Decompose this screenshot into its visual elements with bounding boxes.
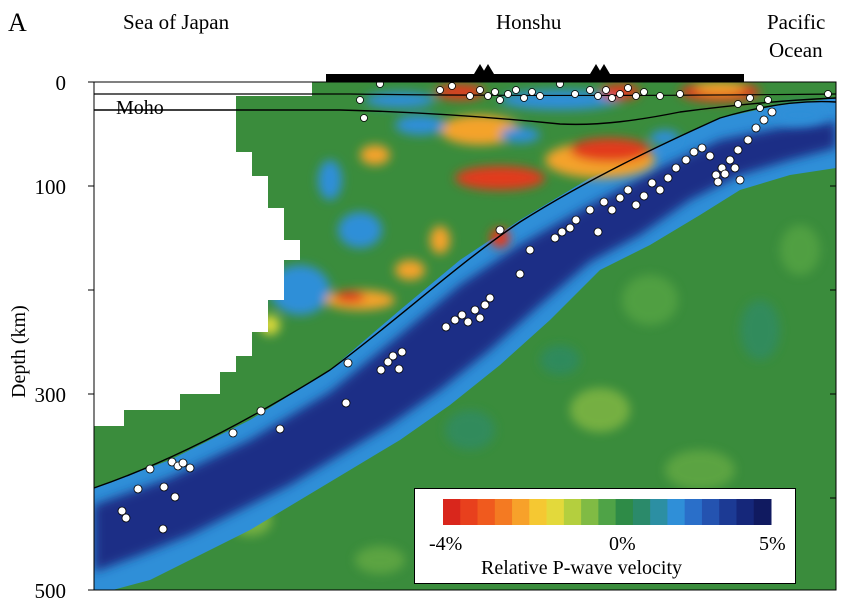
colorbar-swatch (494, 499, 513, 525)
colorbar-swatch (443, 499, 461, 525)
y-tick-0: 0 (55, 71, 67, 95)
mantle-wedge-anomalies (210, 82, 825, 335)
colorbar-max-label: 5% (759, 533, 786, 555)
colorbar-swatch (701, 499, 720, 525)
panel-label: A (8, 8, 27, 37)
earthquake-hypocenters (117, 82, 832, 534)
colorbar-swatch (477, 499, 496, 525)
colorbar-mid-label: 0% (609, 533, 636, 555)
colorbar-swatch (650, 499, 668, 525)
moho-label: Moho (116, 97, 164, 119)
y-tick-500: 500 (34, 579, 67, 603)
colorbar-swatch (736, 499, 755, 525)
volcano-icons (474, 64, 610, 74)
colorbar-swatch (719, 499, 737, 525)
region-label-sea-of-japan: Sea of Japan (123, 10, 230, 34)
volcano-icon (590, 64, 602, 74)
colorbar-title: Relative P-wave velocity (481, 557, 683, 579)
colorbar-swatch (512, 499, 530, 525)
slab-top-line (94, 100, 836, 489)
y-axis-label: Depth (km) (8, 305, 30, 398)
moho-line (94, 97, 836, 126)
colorbar-legend: -4% 0% 5% Relative P-wave velocity (414, 488, 796, 584)
colorbar-swatch (529, 499, 548, 525)
volcano-icon (482, 64, 494, 74)
colorbar-swatch (615, 499, 634, 525)
colorbar-swatch (563, 499, 582, 525)
region-label-honshu: Honshu (496, 10, 562, 34)
colorbar-gradient (443, 499, 772, 525)
colorbar-swatch (546, 499, 565, 525)
colorbar-swatch (632, 499, 651, 525)
slab-core (94, 122, 836, 572)
colorbar-swatch (684, 499, 703, 525)
volcano-icon (598, 64, 610, 74)
y-axis-ticks (88, 81, 836, 591)
colorbar-swatch (460, 499, 479, 525)
region-label-pacific: Pacific (767, 10, 826, 34)
colorbar-min-label: -4% (429, 533, 463, 555)
volcano-icon (474, 64, 486, 74)
region-label-ocean: Ocean (769, 38, 823, 62)
colorbar-swatch (598, 499, 617, 525)
no-data-white-area (94, 82, 312, 426)
colorbar-swatch (667, 499, 686, 525)
surface-line (94, 93, 836, 97)
y-tick-100: 100 (34, 175, 67, 199)
y-tick-300: 300 (34, 383, 67, 407)
colorbar-swatch (581, 499, 599, 525)
colorbar-swatch (753, 499, 772, 525)
texture-patches (228, 225, 820, 574)
land-surface-bar (326, 74, 744, 82)
